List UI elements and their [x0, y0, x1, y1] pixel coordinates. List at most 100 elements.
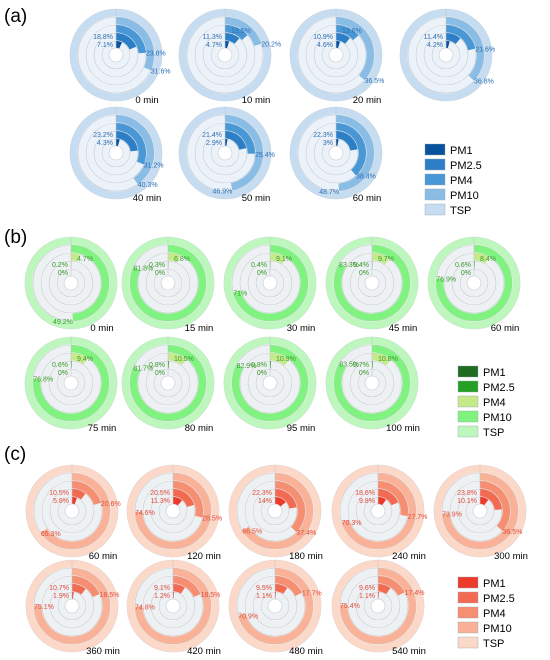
legend-label: PM2.5: [450, 160, 482, 172]
arc-pm4: [225, 25, 248, 41]
arc-pm25: [116, 33, 137, 50]
arc-pm1: [173, 497, 183, 506]
center-hole: [165, 503, 181, 519]
arc-pm4: [225, 123, 255, 154]
radial-chart-2-2: 14%22.3% 37.4% 66.5% 180 min: [228, 464, 323, 562]
value-label: 70.3%: [342, 520, 362, 527]
value-label: 73.9%: [442, 512, 462, 519]
radial-chart-0-4: 4.3%23.2% 31.2% 40.3% 40 min: [69, 106, 164, 204]
value-label: 0.3%: [149, 262, 165, 269]
value-label: 70.9%: [238, 614, 258, 621]
time-label: 540 min: [392, 646, 426, 657]
value-label: 0%: [461, 270, 471, 277]
value-label: 7.1%: [97, 42, 113, 49]
value-label: 31.2%: [144, 162, 164, 169]
value-label: 83.3%: [339, 262, 359, 269]
value-label: 17.7%: [302, 591, 322, 598]
legend-swatch: [424, 173, 446, 186]
value-label: 0.2%: [52, 262, 68, 269]
center-hole: [262, 275, 278, 291]
arc-pm4: [372, 353, 391, 366]
value-label: 4.6%: [317, 42, 333, 49]
value-label: 0.7%: [353, 362, 369, 369]
arc-pm4: [336, 25, 359, 41]
time-label: 0 min: [135, 95, 158, 106]
radial-chart-2-4: 10.1%23.8% 36.5% 73.9% 300 min: [433, 464, 528, 562]
time-label: 20 min: [353, 95, 382, 106]
legend-swatch: [457, 576, 479, 589]
value-label: 1.2%: [154, 593, 170, 600]
value-label: 38.4%: [356, 173, 376, 180]
radial-chart-0-5: 2.9%21.4% 25.4% 46.9% 50 min: [178, 106, 275, 204]
value-label: 75.1%: [34, 604, 54, 611]
arc-pm10: [116, 115, 154, 185]
arc-pm10: [225, 17, 262, 46]
legend-swatch: [457, 380, 479, 393]
arc-pm4: [71, 253, 80, 262]
radial-chart-1-0: 0%0.2% 4.7% 49.2% 0 min: [24, 236, 118, 334]
legend-swatch: [457, 636, 479, 649]
value-label: 36.5%: [365, 78, 385, 85]
value-label: 18.5%: [201, 592, 221, 599]
panel-label-1: (b): [4, 227, 27, 248]
legend-0: PM1 PM2.5 PM4 PM10 TSP: [424, 143, 482, 217]
time-label: 45 min: [389, 323, 418, 334]
time-label: 480 min: [289, 646, 323, 657]
time-label: 75 min: [88, 423, 117, 434]
legend-swatch: [424, 143, 446, 156]
center-hole: [160, 275, 176, 291]
center-hole: [364, 275, 380, 291]
arc-pm25: [173, 584, 185, 594]
value-label: 6.8%: [174, 256, 190, 263]
arc-pm4: [168, 353, 187, 366]
value-label: 9.1%: [276, 256, 292, 263]
center-hole: [370, 598, 386, 614]
arc-pm10: [336, 115, 374, 191]
value-label: 82.9%: [237, 363, 257, 370]
legend-label: PM10: [450, 190, 479, 202]
value-label: 0.8%: [149, 362, 165, 369]
radial-chart-1-8: 0%0.7% 10.8% 83.5% 100 min: [325, 336, 420, 434]
value-label: 1.1%: [256, 593, 272, 600]
value-label: 11.4%: [424, 34, 443, 41]
value-label: 0%: [359, 270, 369, 277]
value-label: 74.8%: [135, 604, 155, 611]
radial-chart-1-1: 0%0.3% 6.8% 81.8% 15 min: [121, 236, 215, 334]
value-label: 0.6%: [52, 362, 68, 369]
value-label: 13.6%: [342, 28, 362, 35]
arc-pm4: [275, 576, 302, 596]
arc-pm25: [480, 489, 502, 510]
center-hole: [63, 275, 79, 291]
arc-pm25: [336, 33, 350, 44]
center-hole: [438, 47, 454, 63]
legend-label: TSP: [450, 205, 471, 217]
value-label: 48.7%: [319, 189, 339, 196]
legend-label: PM2.5: [483, 593, 515, 605]
arc-pm1: [378, 497, 387, 506]
value-label: 83.5%: [339, 362, 359, 369]
legend-swatch: [457, 410, 479, 423]
value-label: 37.4%: [296, 530, 316, 537]
time-label: 120 min: [187, 551, 221, 562]
arc-pm1: [336, 41, 340, 49]
center-hole: [217, 47, 233, 63]
arc-pm1: [116, 139, 120, 147]
radial-chart-1-2: 0%0.4% 9.1% 71% 30 min: [223, 236, 317, 334]
arc-pm25: [446, 33, 461, 44]
arc-pm25: [72, 489, 86, 500]
value-label: 76.8%: [33, 377, 53, 384]
value-label: 4.3%: [97, 140, 113, 147]
legend-label: PM10: [483, 412, 512, 424]
arc-pm4: [270, 353, 289, 366]
arc-pm4: [446, 25, 476, 51]
radial-chart-2-6: 1.2%9.1% 18.5% 74.8% 420 min: [126, 559, 221, 657]
arc-pm10: [116, 17, 154, 71]
legend-1: PM1 PM2.5 PM4 PM10 TSP: [457, 365, 515, 439]
value-label: 4.2%: [427, 42, 443, 49]
arc-pm4: [168, 253, 181, 263]
value-label: 10.8%: [378, 356, 398, 363]
value-label: 65.3%: [41, 531, 61, 538]
arc-pm1: [225, 41, 230, 49]
center-hole: [160, 375, 176, 391]
